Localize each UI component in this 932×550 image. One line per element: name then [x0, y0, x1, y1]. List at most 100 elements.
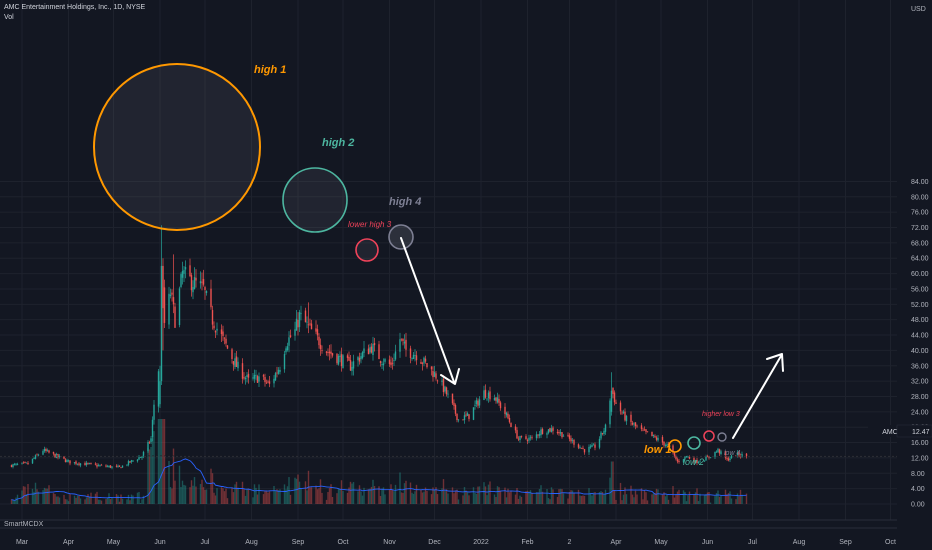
candle-body [162, 265, 164, 309]
volume-bar [67, 501, 70, 504]
candle-body [462, 419, 464, 421]
candle-body [75, 461, 77, 464]
candle-body [663, 441, 665, 446]
candle-body [456, 413, 458, 420]
volume-bar [493, 494, 496, 504]
volume-bar [349, 481, 352, 504]
volume-bar [414, 491, 416, 504]
candle-body [463, 415, 466, 421]
x-tick-label: Apr [63, 539, 75, 546]
candle-body [96, 464, 98, 467]
candle-body [318, 336, 320, 346]
volume-bar [709, 502, 712, 504]
candle-body [67, 460, 70, 462]
candle-body [78, 463, 80, 465]
candle-body [360, 356, 362, 360]
y-tick-label: 68.00 [911, 240, 929, 247]
candle-body [622, 411, 625, 414]
volume-bar [478, 486, 481, 504]
volume-bar [603, 494, 605, 504]
volume-bar [487, 484, 490, 504]
volume-bar [285, 489, 287, 504]
candle-body [703, 460, 706, 462]
y-tick-label: 24.00 [911, 409, 929, 416]
candle-body [46, 450, 49, 452]
volume-bar [289, 494, 292, 504]
candle-body [634, 422, 637, 426]
volume-bar [495, 497, 497, 504]
x-tick-label: Jul [201, 539, 210, 546]
candle-body [531, 437, 533, 439]
candle-body [73, 462, 76, 463]
candle-body [421, 363, 424, 364]
candle-body [609, 400, 611, 425]
candle-body [715, 451, 718, 453]
candle-body [528, 437, 530, 441]
candle-body [117, 465, 119, 467]
volume-bar [390, 484, 392, 504]
candle-body [189, 265, 191, 277]
volume-bar [160, 419, 163, 504]
candle-body [379, 361, 382, 363]
candle-body [262, 375, 265, 377]
volume-bar [400, 492, 403, 504]
volume-bar [568, 492, 571, 504]
volume-bar [579, 495, 581, 504]
volume-bar [120, 494, 122, 504]
candle-body [246, 375, 248, 378]
volume-bar [267, 492, 269, 504]
volume-bar [54, 494, 56, 504]
candle-body [192, 287, 194, 293]
volume-bar [88, 497, 91, 504]
volume-bar [348, 487, 350, 504]
candle-body [678, 460, 680, 462]
candle-body [136, 459, 139, 462]
volume-bar [433, 489, 436, 504]
volume-bar [79, 498, 82, 504]
y-tick-label: 52.00 [911, 302, 929, 309]
volume-bar [295, 478, 298, 504]
volume-bar [640, 488, 643, 504]
volume-bar [286, 486, 289, 504]
candle-body [687, 456, 689, 458]
candle-body [87, 462, 89, 464]
volume-bar [115, 494, 118, 504]
volume-bar [378, 486, 380, 504]
volume-bar [583, 495, 586, 504]
volume-bar [262, 494, 265, 504]
candle-body [708, 456, 710, 458]
candle-body [526, 439, 529, 442]
volume-bar [265, 490, 268, 504]
candle-body [337, 355, 340, 365]
candle-body [351, 366, 353, 371]
x-tick-label: Aug [793, 539, 806, 546]
volume-bar [667, 499, 670, 504]
volume-bar [456, 489, 458, 504]
candle-body [661, 437, 664, 443]
candle-body [486, 398, 488, 400]
candle-body [664, 445, 667, 446]
candle-body [99, 465, 101, 467]
time-axis[interactable]: Mar Apr May Jun Jul Aug Sep Oct Nov Dec 2022 Feb 2 Ap… [0, 527, 897, 550]
candle-body [535, 434, 538, 439]
price-axis[interactable]: 84.00 80.00 76.00 72.00 68.00 64.00 60.00 56.00… [897, 0, 932, 520]
volume-bar [625, 494, 628, 504]
candle-body [370, 346, 373, 353]
candle-body [610, 390, 613, 412]
volume-bar [451, 487, 454, 504]
candle-body [352, 361, 355, 369]
low-4-circle [717, 432, 727, 442]
y-tick-label: 12.00 [911, 455, 929, 462]
candle-body [454, 405, 457, 414]
volume-bar [129, 500, 131, 504]
candle-body [226, 345, 229, 349]
volume-bar [546, 488, 548, 504]
candle-body [48, 450, 50, 453]
volume-bar [75, 497, 77, 504]
candle-body [315, 328, 317, 332]
candle-body [694, 460, 697, 463]
candle-body [151, 419, 154, 438]
candle-body [348, 356, 350, 361]
volume-bar [580, 495, 583, 504]
